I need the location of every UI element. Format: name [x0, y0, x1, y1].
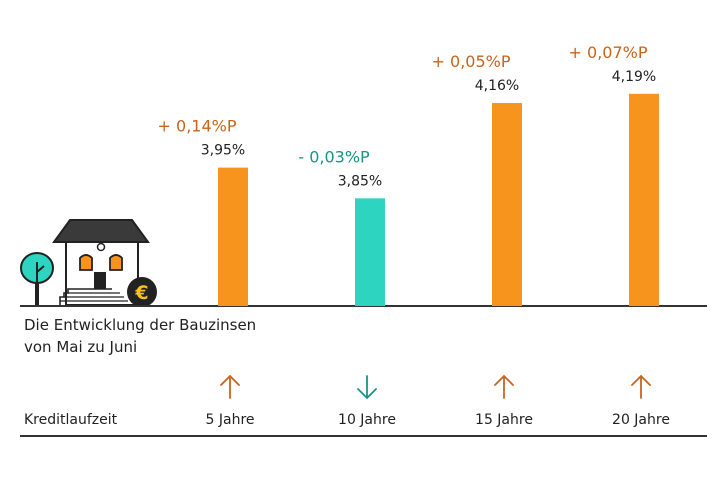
category-label: 20 Jahre — [612, 412, 670, 428]
arrow-up-icon — [494, 374, 514, 399]
category-label: 5 Jahre — [206, 412, 255, 428]
bar — [629, 93, 659, 306]
bar — [355, 198, 385, 306]
euro-coin-icon: € — [127, 277, 157, 307]
value-label: 4,19% — [612, 69, 656, 85]
arrow-down-icon — [357, 375, 377, 400]
bar — [218, 167, 248, 306]
bar — [492, 103, 522, 306]
category-label: 10 Jahre — [338, 412, 396, 428]
value-label: 3,85% — [338, 173, 382, 189]
axis-label: Kreditlaufzeit — [24, 412, 118, 428]
house-icon: € — [20, 219, 157, 307]
value-label: 4,16% — [475, 78, 519, 94]
category-label: 15 Jahre — [475, 412, 533, 428]
change-label: + 0,14%P — [158, 117, 237, 136]
change-label: - 0,03%P — [298, 147, 370, 166]
caption-line-1: Die Entwicklung der Bauzinsen — [24, 316, 256, 334]
change-label: + 0,05%P — [432, 52, 511, 71]
caption-line-2: von Mai zu Juni — [24, 338, 137, 356]
value-label: 3,95% — [201, 143, 245, 159]
tree-icon — [20, 252, 54, 306]
arrow-up-icon — [631, 374, 651, 399]
svg-text:€: € — [134, 282, 148, 304]
arrow-up-icon — [220, 374, 240, 399]
change-label: + 0,07%P — [569, 43, 648, 62]
